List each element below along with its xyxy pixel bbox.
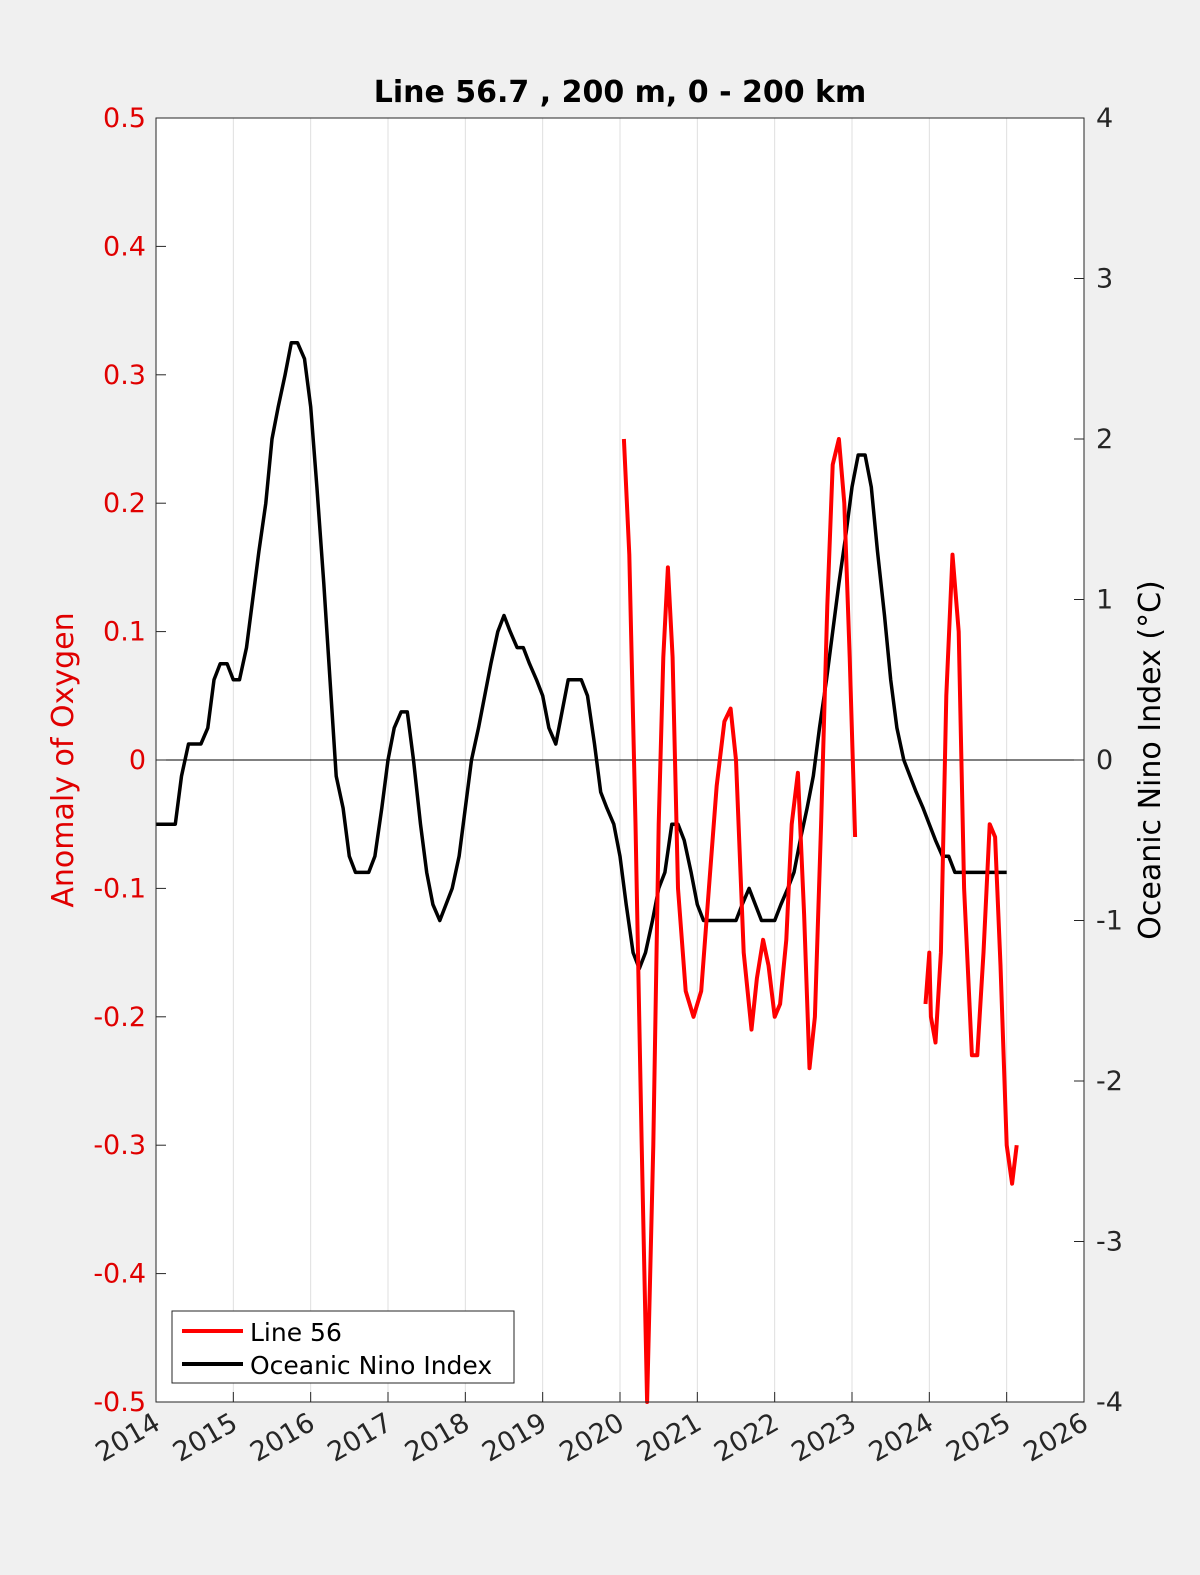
y-axis-left: 0.5 0.4 0.3 0.2 0.1 0 -0.1 -0.2 -0.3 -0.4 -0.5	[93, 103, 166, 1418]
y-left-tick-label: -0.5	[93, 1387, 146, 1418]
x-tick-label-2026: 2026	[1018, 1407, 1093, 1468]
y-left-tick-label: 0	[129, 745, 146, 776]
line-56-segment-2	[923, 552, 1019, 1186]
x-tick-label-2019: 2019	[477, 1407, 552, 1468]
y-left-tick-label: -0.4	[93, 1259, 146, 1290]
x-tick-label-2022: 2022	[709, 1407, 784, 1468]
legend-box	[171, 1310, 515, 1384]
x-tick-label-2018: 2018	[400, 1407, 475, 1468]
line-56-segment-1	[621, 437, 858, 1404]
y-left-tick-label: 0.2	[103, 488, 146, 519]
x-tick-label-2016: 2016	[245, 1407, 320, 1468]
y-left-tick-label: 0.3	[103, 360, 146, 391]
x-tick-label-2025: 2025	[941, 1407, 1016, 1468]
legend: Line 56 Oceanic Nino Index	[171, 1310, 515, 1384]
y-right-tick-label: 3	[1096, 264, 1113, 295]
x-tick-label-2017: 2017	[322, 1407, 397, 1468]
y-right-tick-label: 4	[1096, 103, 1113, 134]
y-right-tick-label: 0	[1096, 745, 1113, 776]
x-tick-label-2021: 2021	[632, 1407, 707, 1468]
x-tick-label-2015: 2015	[168, 1407, 243, 1468]
y-left-tick-label: 0.1	[103, 617, 146, 648]
y-right-tick-label: -4	[1096, 1387, 1123, 1418]
oni-line	[156, 340, 1007, 971]
chart-title: Line 56.7 , 200 m, 0 - 200 km	[374, 75, 867, 110]
series-oceanic-nino-index	[156, 340, 1007, 971]
y-left-tick-label: 0.5	[103, 103, 146, 134]
x-tick-label-2024: 2024	[864, 1407, 939, 1468]
y-axis-right-label: Oceanic Nino Index (°C)	[1133, 580, 1168, 940]
y-left-tick-label: -0.3	[93, 1130, 146, 1161]
y-axis-left-label: Anomaly of Oxygen	[46, 612, 81, 907]
x-tick-label-2020: 2020	[554, 1407, 629, 1468]
y-right-tick-label: -1	[1096, 906, 1123, 937]
x-tick-label-2023: 2023	[786, 1407, 861, 1468]
y-left-tick-label: 0.4	[103, 231, 146, 262]
x-axis: 2014 2015 2016 2017 2018 2019 2020 2021 2022 2023…	[90, 1392, 1094, 1468]
series-line-56	[621, 437, 1019, 1404]
y-right-tick-label: 2	[1096, 424, 1113, 455]
legend-label-oceanic-nino-index: Oceanic Nino Index	[250, 1351, 492, 1380]
y-right-tick-label: 1	[1096, 585, 1113, 616]
y-axis-right: 4 3 2 1 0 -1 -2 -3 -4	[1074, 103, 1123, 1418]
y-left-tick-label: -0.2	[93, 1002, 146, 1033]
y-right-tick-label: -2	[1096, 1066, 1123, 1097]
y-right-tick-label: -3	[1096, 1227, 1123, 1258]
legend-label-line-56: Line 56	[250, 1318, 342, 1347]
y-left-tick-label: -0.1	[93, 873, 146, 904]
